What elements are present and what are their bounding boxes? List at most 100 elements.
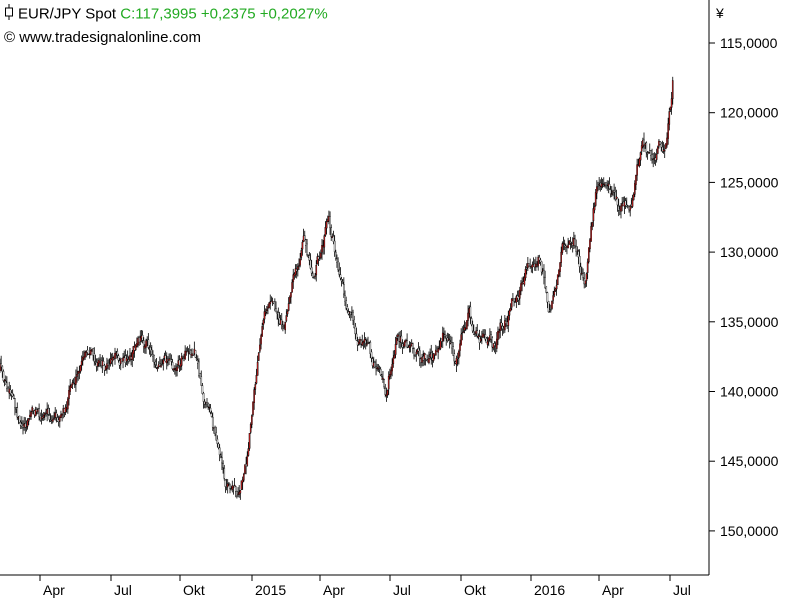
candle-body: [441, 332, 444, 342]
source-credit: © www.tradesignalonline.com: [4, 29, 201, 46]
candle-body: [531, 264, 534, 268]
chart-title: EUR/JPY Spot: [18, 5, 117, 23]
candle-body: [164, 355, 167, 362]
candle-body: [313, 276, 315, 278]
candle-body: [562, 242, 565, 245]
candle-body: [50, 422, 53, 424]
candle-body: [21, 423, 23, 427]
candle-body: [551, 301, 553, 309]
candle-body: [614, 191, 617, 200]
candle-body: [547, 301, 550, 313]
candle-body: [260, 335, 262, 345]
currency-symbol: ¥: [715, 5, 724, 21]
candle-body: [323, 235, 326, 248]
candle-body: [162, 359, 165, 364]
candle-body: [102, 361, 105, 366]
candle-body: [384, 388, 387, 395]
candle-body: [520, 283, 522, 292]
candle-body: [660, 143, 663, 148]
candle-body: [186, 350, 189, 353]
candle-body: [645, 142, 648, 153]
candle-body: [393, 354, 396, 359]
candle-body: [469, 306, 472, 318]
candle-body: [466, 320, 468, 330]
candle-body: [471, 324, 474, 332]
candle-body: [198, 361, 200, 376]
candle-body: [25, 426, 28, 428]
candle-body: [310, 267, 313, 274]
candle-body: [486, 341, 489, 345]
candle-body: [510, 298, 513, 308]
candle-body: [61, 413, 63, 416]
candle-body: [484, 334, 487, 340]
candle-body: [70, 384, 73, 388]
candle-body: [108, 363, 111, 366]
candle-body: [479, 338, 482, 342]
x-tick-label: Jul: [393, 582, 411, 598]
candle-body: [558, 270, 560, 276]
candle-body: [504, 320, 506, 331]
candle-body: [69, 386, 71, 392]
candle-body: [608, 184, 611, 189]
candle-body: [491, 337, 494, 348]
candle-body: [569, 241, 572, 244]
candle-body: [298, 265, 300, 267]
candle-body: [352, 312, 354, 321]
candle-body: [117, 355, 120, 361]
candle-body: [646, 153, 649, 155]
candle-body: [386, 389, 389, 395]
candle-body: [317, 256, 320, 260]
candle-body: [264, 311, 267, 314]
candle-body: [325, 221, 328, 229]
candle-body: [620, 205, 622, 212]
candle-body: [615, 196, 618, 199]
candle-body: [178, 359, 181, 366]
candle-body: [499, 322, 502, 331]
candle-body: [397, 334, 399, 337]
candle-body: [544, 277, 546, 288]
candle-body: [116, 351, 119, 356]
candle-body: [601, 183, 604, 185]
candle-body: [182, 356, 184, 358]
candle-body: [266, 309, 268, 312]
candle-body: [578, 256, 581, 267]
candle-body: [624, 200, 627, 206]
candle-body: [455, 357, 458, 365]
candle-body: [315, 265, 318, 276]
candle-body: [147, 339, 150, 348]
candle-body: [209, 407, 212, 413]
candle-body: [555, 285, 558, 290]
candle-body: [47, 408, 50, 415]
candle-body: [453, 353, 456, 362]
candle-body: [638, 158, 641, 166]
candle-body: [246, 455, 249, 466]
candle-body: [106, 363, 108, 369]
candle-body: [136, 343, 138, 347]
candle-body: [84, 352, 86, 358]
candle-body: [385, 393, 388, 397]
candle-body: [11, 393, 14, 397]
candle-body: [600, 183, 603, 188]
candle-body: [341, 282, 344, 284]
candle-body: [4, 380, 7, 385]
candle-body: [670, 98, 673, 108]
candle-body: [222, 463, 224, 468]
candle-body: [425, 359, 428, 361]
candle-body: [259, 344, 261, 352]
candle-body: [556, 274, 559, 286]
candle-body: [236, 491, 238, 497]
candle-body: [76, 374, 78, 377]
candlestick-icon[interactable]: [4, 4, 14, 25]
candle-body: [1, 365, 4, 372]
candle-body: [655, 154, 658, 160]
candle-body: [346, 306, 349, 311]
candle-body: [195, 358, 198, 360]
candle-body: [263, 311, 266, 320]
y-tick-label: 140,0000: [720, 384, 779, 400]
candle-body: [647, 152, 650, 154]
candle-body: [362, 341, 365, 343]
candle-body: [437, 348, 439, 353]
candle-body: [81, 356, 84, 362]
candle-body: [286, 311, 289, 315]
